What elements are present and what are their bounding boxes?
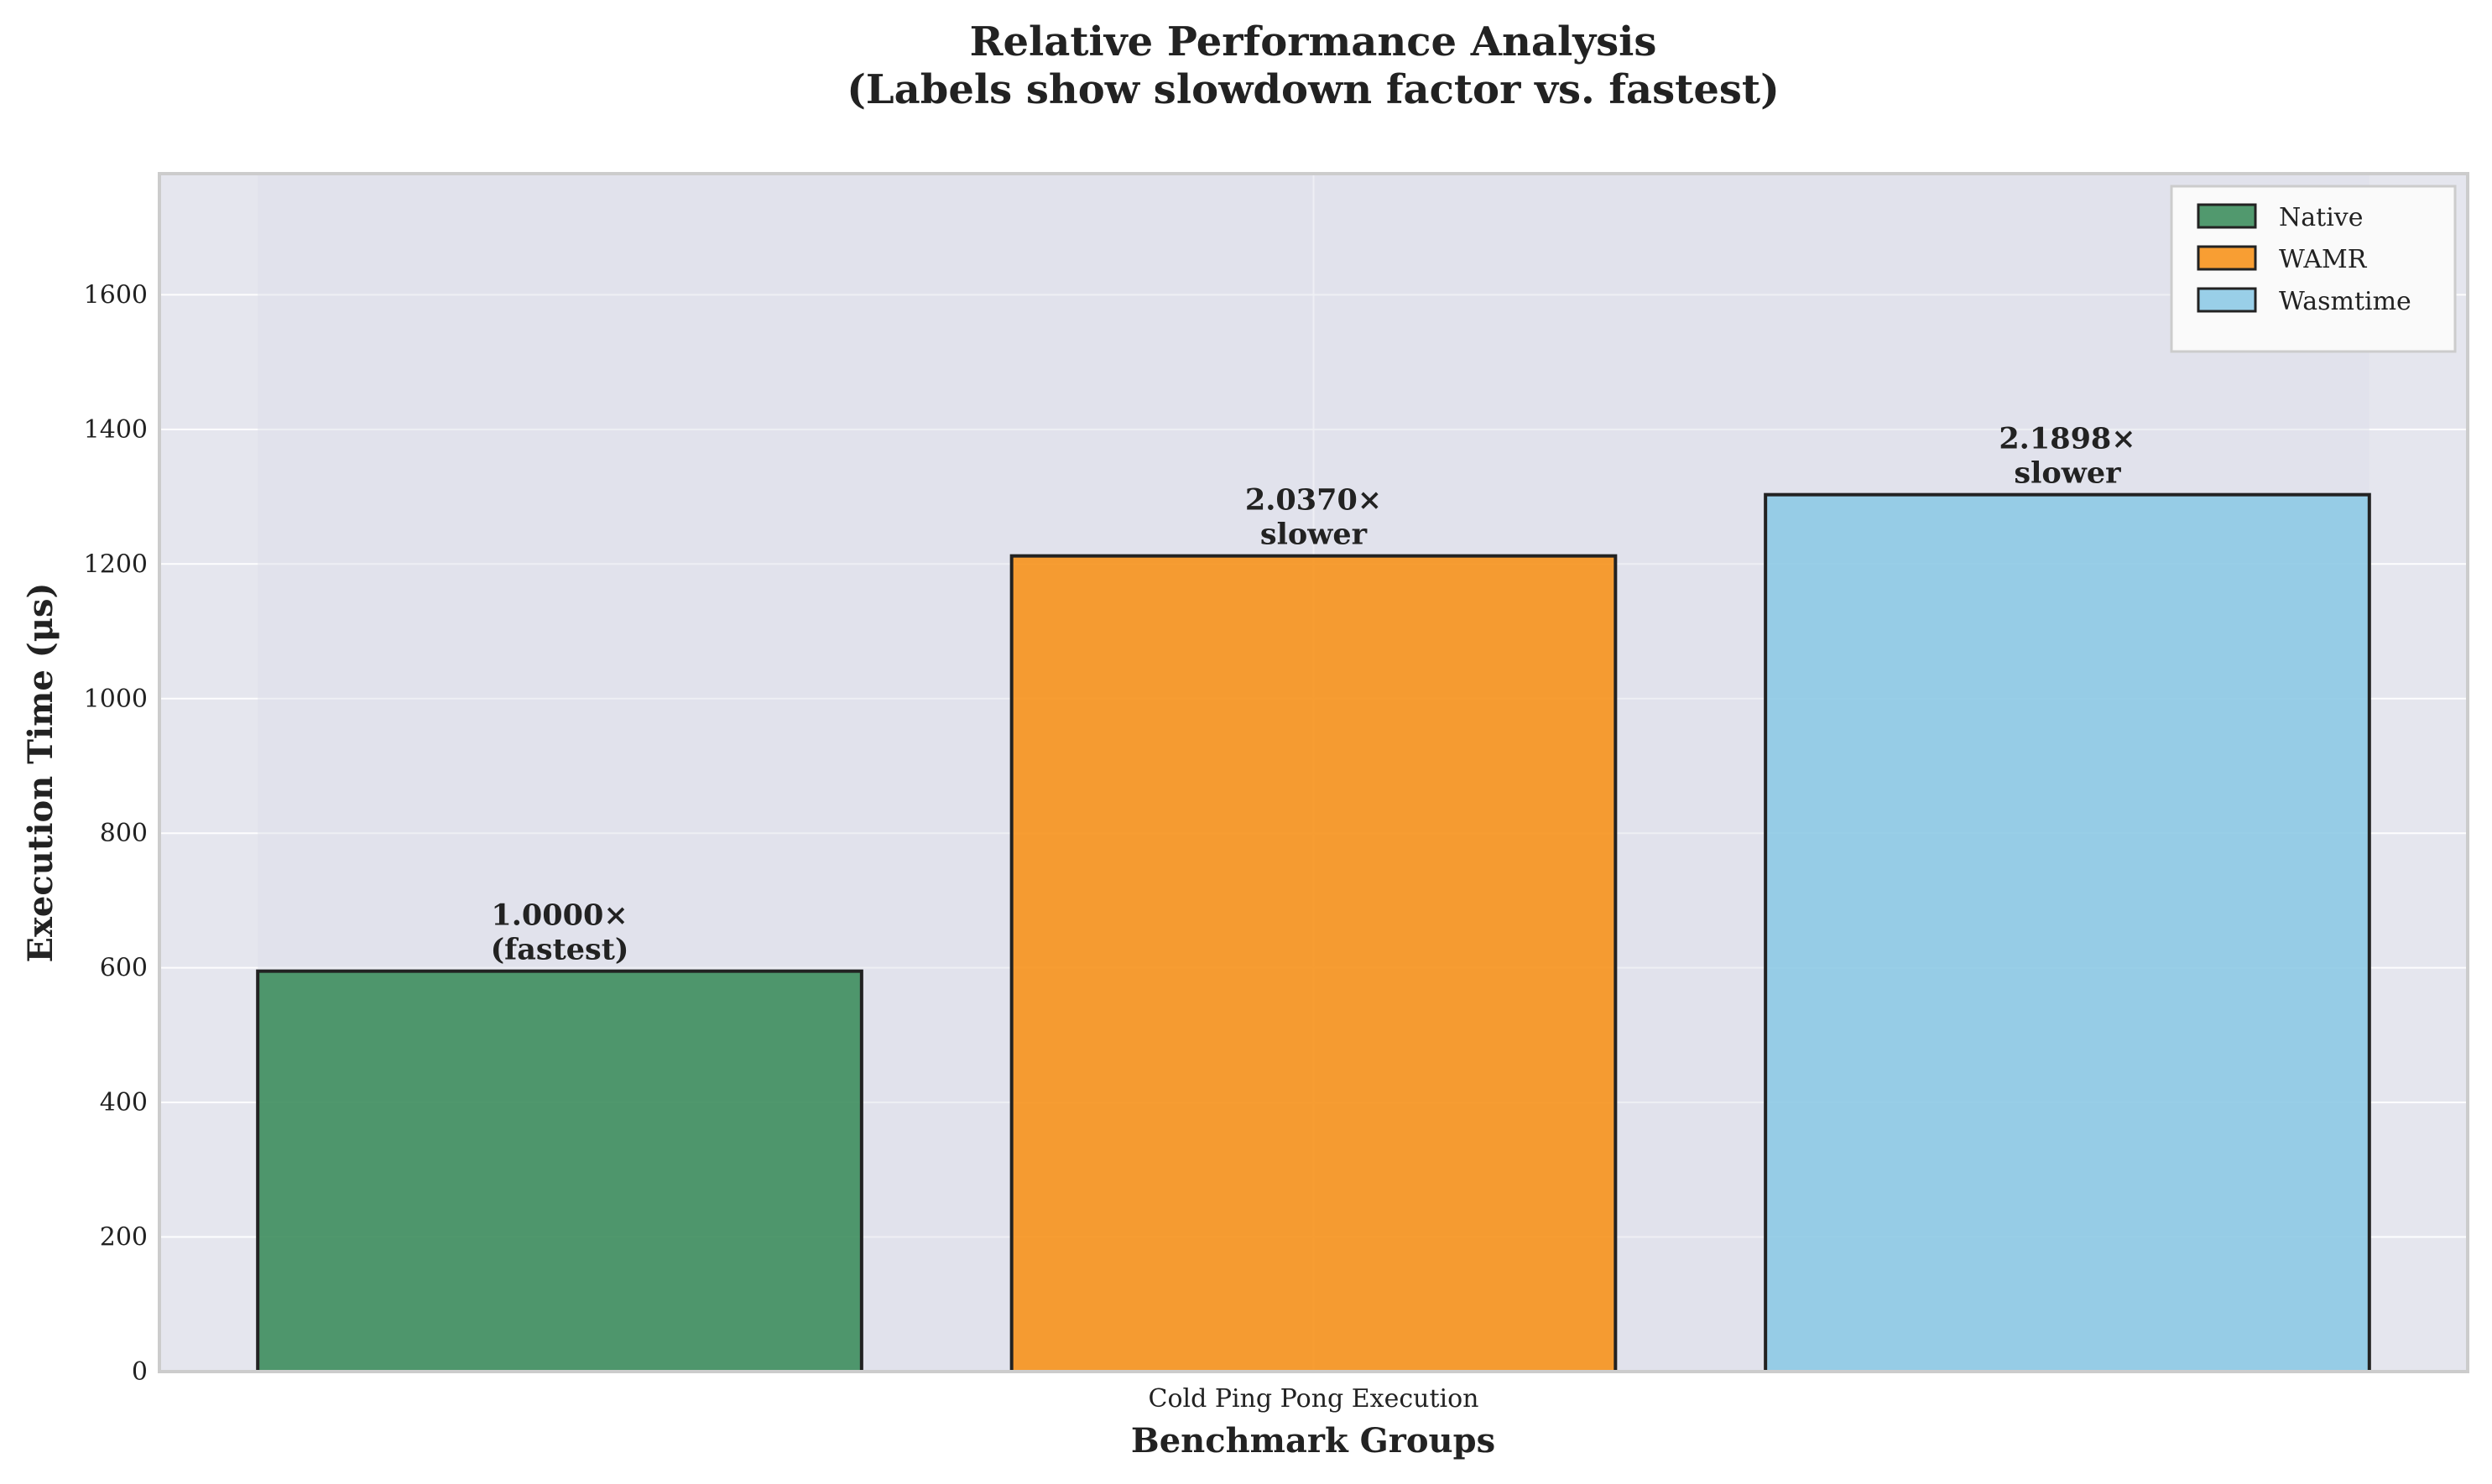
y-tick-label: 1600 — [84, 280, 148, 310]
legend-label: Wasmtime — [2279, 287, 2411, 316]
x-axis-ticks: Cold Ping Pong Execution — [158, 172, 2469, 1414]
bar-label-note: slower — [2014, 456, 2121, 491]
y-tick-label: 400 — [100, 1088, 148, 1117]
y-tick-label: 200 — [100, 1223, 148, 1252]
y-tick-label: 0 — [132, 1357, 148, 1387]
bar-label-factor: 2.1898× — [1999, 422, 2135, 456]
y-tick-label: 600 — [100, 954, 148, 983]
plot-border — [158, 172, 2469, 1373]
legend-swatch — [2197, 287, 2257, 313]
legend-swatch — [2197, 203, 2257, 229]
y-axis-ticks: 0 200 400 600 800 1000 1200 1400 1600 — [84, 280, 148, 1387]
y-tick-label: 800 — [100, 819, 148, 848]
bar-label-note: slower — [1260, 518, 1368, 552]
legend-label: WAMR — [2279, 245, 2368, 274]
y-tick-label: 1400 — [84, 415, 148, 445]
bar-wasmtime — [1764, 492, 2371, 1374]
bar-label-note: (fastest) — [491, 933, 629, 967]
chart-subtitle: (Labels show slowdown factor vs. fastest… — [847, 66, 1780, 113]
bar-label-factor: 1.0000× — [491, 898, 628, 933]
legend-label: Native — [2279, 203, 2364, 232]
bar-wamr — [1009, 554, 1618, 1373]
y-tick-label: 1000 — [84, 685, 148, 714]
x-tick-label: Cold Ping Pong Execution — [1148, 1384, 1478, 1414]
bar-label-factor: 2.0370× — [1245, 483, 1382, 518]
y-axis-label: Execution Time (μs) — [21, 583, 60, 963]
legend: Native WAMR Wasmtime — [2170, 185, 2457, 353]
legend-swatch — [2197, 245, 2257, 271]
bars: 1.0000×(fastest)2.0370×slower2.1898×slow… — [256, 422, 2371, 1374]
chart-title: Relative Performance Analysis — [970, 18, 1657, 65]
y-tick-label: 1200 — [84, 549, 148, 579]
x-axis-label: Benchmark Groups — [1131, 1421, 1495, 1461]
bar-native — [256, 969, 863, 1374]
